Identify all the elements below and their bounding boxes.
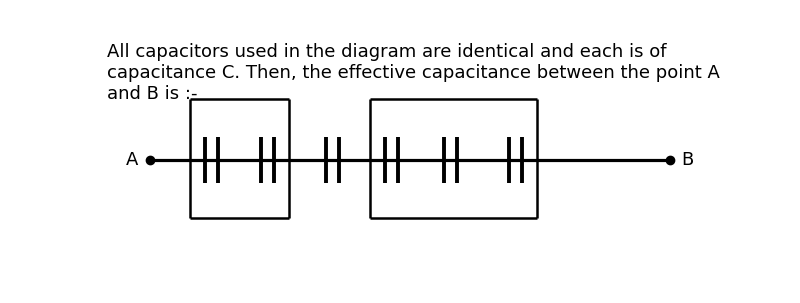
Text: All capacitors used in the diagram are identical and each is of
capacitance C. T: All capacitors used in the diagram are i… xyxy=(107,43,720,103)
Text: A: A xyxy=(126,151,138,169)
Text: B: B xyxy=(682,151,694,169)
